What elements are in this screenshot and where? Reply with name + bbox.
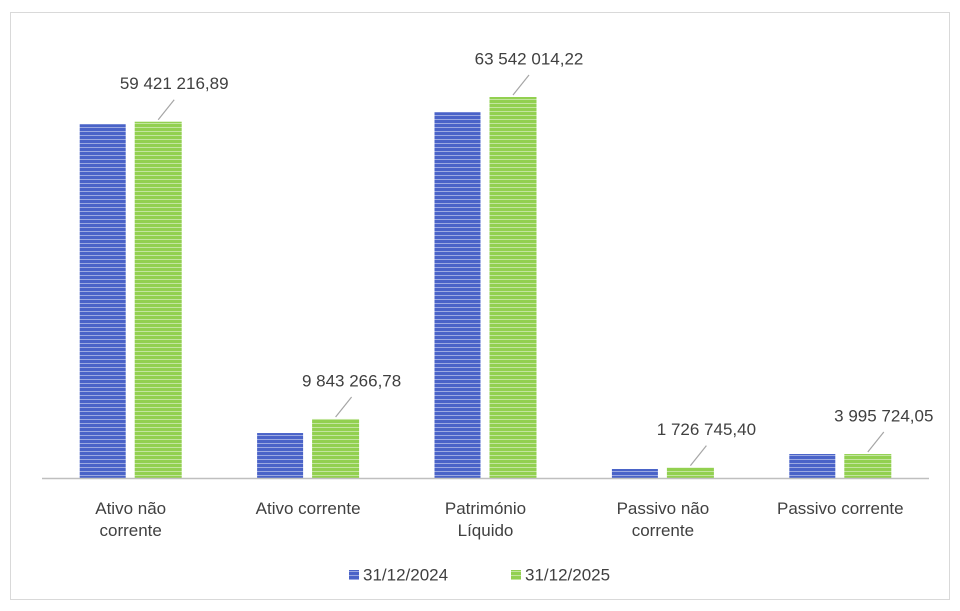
data-label: 3 995 724,05 [834,407,933,426]
bar [489,97,537,478]
x-tick-label: Passivo corrente [776,499,904,518]
x-tick-label: Património Líquido [444,499,527,540]
legend-label: 31/12/2024 [363,565,448,584]
data-label: 9 843 266,78 [302,371,401,390]
leader-line [689,445,707,467]
x-tick-label-box: Ativo não corrente [95,499,167,540]
x-tick-label-box: Passivo não corrente [616,499,710,540]
bar [312,418,360,478]
x-tick-label: Passivo não corrente [616,499,710,540]
bar [134,121,182,478]
x-tick-label-box: Passivo corrente [776,499,904,518]
x-tick-label-box: Ativo corrente [255,499,361,518]
x-tick-label: Ativo corrente [255,499,361,518]
legend-swatch [349,570,359,580]
leader-line [512,74,530,96]
bar [789,454,836,478]
leader-line [335,396,353,418]
bar [611,469,658,478]
bar [844,454,892,478]
data-label: 1 726 745,40 [657,420,756,439]
legend-label: 31/12/2025 [525,565,610,584]
bar [257,433,304,478]
bar [666,467,714,478]
leader-line [157,99,175,121]
bar [79,124,126,478]
data-label: 63 542 014,22 [475,49,584,68]
data-label: 59 421 216,89 [120,74,229,93]
bar [434,112,481,478]
x-tick-label-box: Património Líquido [444,499,527,540]
leader-line [867,431,885,453]
legend-swatch [511,570,521,580]
x-tick-label: Ativo não corrente [95,499,167,540]
